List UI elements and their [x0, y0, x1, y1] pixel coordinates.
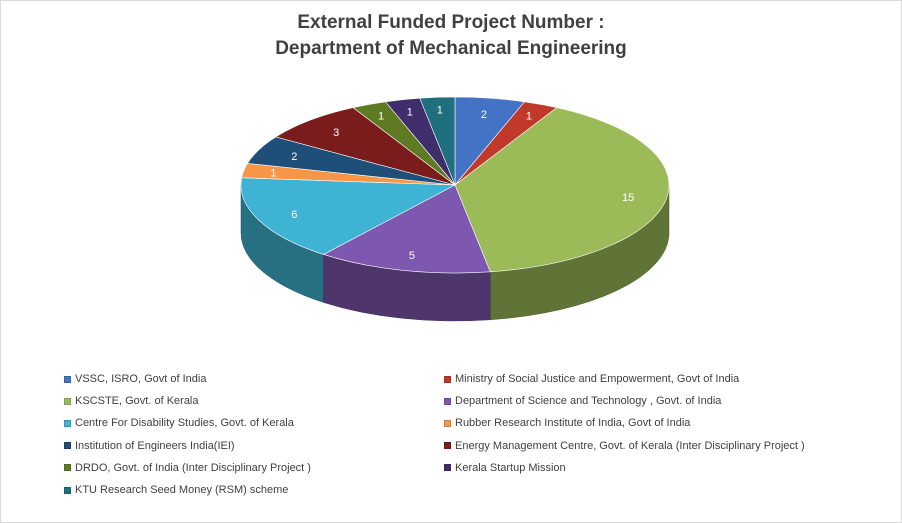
- legend-swatch: [64, 419, 71, 427]
- legend-item: Department of Science and Technology , G…: [444, 390, 854, 412]
- legend-label: KSCSTE, Govt. of Kerala: [75, 395, 199, 408]
- pie-slice-3: [454, 107, 670, 273]
- data-label-10: 1: [407, 107, 413, 119]
- legend-item: Kerala Startup Mission: [444, 457, 854, 479]
- legend-item: KSCSTE, Govt. of Kerala: [64, 390, 444, 412]
- legend-item: Energy Management Centre, Govt. of Keral…: [444, 435, 854, 457]
- legend-item: KTU Research Seed Money (RSM) scheme: [64, 479, 444, 501]
- chart-subtitle: Department of Mechanical Engineering: [275, 38, 627, 59]
- legend-label: KTU Research Seed Money (RSM) scheme: [75, 484, 289, 497]
- pie-slice-8: [275, 107, 456, 186]
- legend-item: Ministry of Social Justice and Empowerme…: [444, 368, 854, 390]
- legend-item: Rubber Research Institute of India, Govt…: [444, 412, 854, 434]
- data-label-2: 1: [526, 111, 532, 123]
- data-label-4: 5: [409, 250, 415, 262]
- pie-slices: [240, 96, 670, 274]
- data-label-7: 2: [291, 151, 297, 163]
- legend-label: Kerala Startup Mission: [455, 461, 566, 474]
- legend-label: DRDO, Govt. of India (Inter Disciplinary…: [75, 461, 311, 474]
- chart-legend: VSSC, ISRO, Govt of India Ministry of Soc…: [64, 368, 864, 503]
- legend-label: VSSC, ISRO, Govt of India: [75, 373, 207, 386]
- legend-item: VSSC, ISRO, Govt of India: [64, 368, 444, 390]
- legend-swatch: [444, 397, 451, 405]
- legend-label: Institution of Engineers India(IEI): [75, 439, 235, 452]
- data-label-11: 1: [437, 105, 443, 117]
- legend-label: Department of Science and Technology , G…: [455, 395, 722, 408]
- data-label-8: 3: [333, 127, 339, 139]
- legend-item: Centre For Disability Studies, Govt. of …: [64, 412, 444, 434]
- legend-label: Ministry of Social Justice and Empowerme…: [455, 373, 740, 386]
- legend-label: Energy Management Centre, Govt. of Keral…: [455, 439, 805, 452]
- legend-label: Centre For Disability Studies, Govt. of …: [75, 417, 294, 430]
- legend-swatch: [444, 464, 451, 472]
- data-label-1: 2: [481, 109, 487, 121]
- legend-swatch: [64, 375, 71, 383]
- pie-data-labels: 2 1 15 5 6 1 2 3 1 1 1: [270, 105, 634, 262]
- legend-swatch: [64, 486, 71, 494]
- legend-label: Rubber Research Institute of India, Govt…: [455, 417, 691, 430]
- legend-swatch: [64, 397, 71, 405]
- legend-swatch: [64, 442, 71, 450]
- pie-slice-4: [322, 184, 491, 274]
- data-label-6: 1: [270, 168, 276, 180]
- legend-item: DRDO, Govt. of India (Inter Disciplinary…: [64, 457, 444, 479]
- chart-title: External Funded Project Number :: [297, 12, 605, 33]
- pie-slice-5: [240, 177, 457, 255]
- legend-swatch: [64, 464, 71, 472]
- data-label-9: 1: [378, 111, 384, 123]
- data-label-5: 6: [291, 209, 297, 221]
- legend-item: Institution of Engineers India(IEI): [64, 435, 444, 457]
- legend-swatch: [444, 375, 451, 383]
- legend-swatch: [444, 419, 451, 427]
- data-label-3: 15: [622, 192, 634, 204]
- pie-slice-11: [419, 96, 456, 186]
- legend-swatch: [444, 442, 451, 450]
- chart-title-block: External Funded Project Number : Departm…: [0, 10, 902, 62]
